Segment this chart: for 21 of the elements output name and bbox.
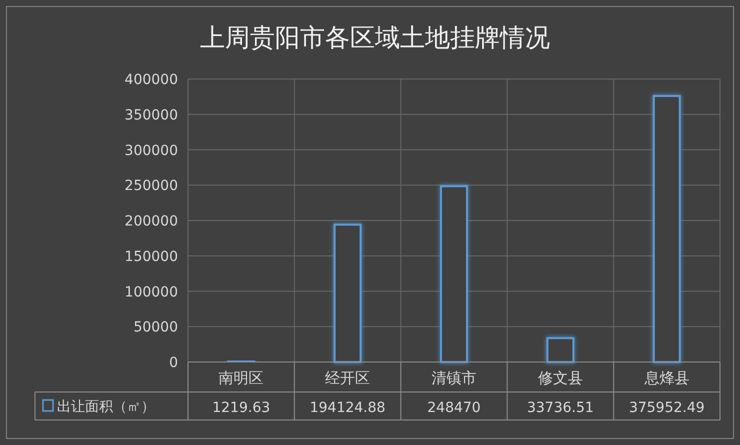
data-label: 1219.63 [212,400,270,416]
y-tick-label: 50000 [133,320,178,336]
x-tick-label: 修文县 [538,369,583,387]
x-tick-label: 经开区 [325,369,370,387]
x-tick-label: 息烽县 [643,369,690,387]
data-label: 33736.51 [526,400,594,416]
data-label: 375952.49 [628,400,705,416]
y-tick-label: 150000 [124,248,178,265]
data-label: 248470 [427,400,481,416]
data-label: 194124.88 [310,400,386,416]
y-tick-label: 0 [169,355,178,371]
x-tick-label: 南明区 [218,369,264,387]
y-tick-label: 400000 [124,72,178,88]
y-tick-label: 300000 [124,142,178,159]
y-tick-label: 250000 [124,178,178,194]
y-tick-label: 200000 [124,214,178,230]
x-tick-label: 清镇市 [432,369,476,387]
y-tick-label: 100000 [124,284,178,300]
chart-title: 上周贵阳市各区域土地挂牌情况 [200,23,550,52]
legend-label: 出让面积（㎡） [57,399,155,415]
y-tick-label: 350000 [124,107,178,124]
